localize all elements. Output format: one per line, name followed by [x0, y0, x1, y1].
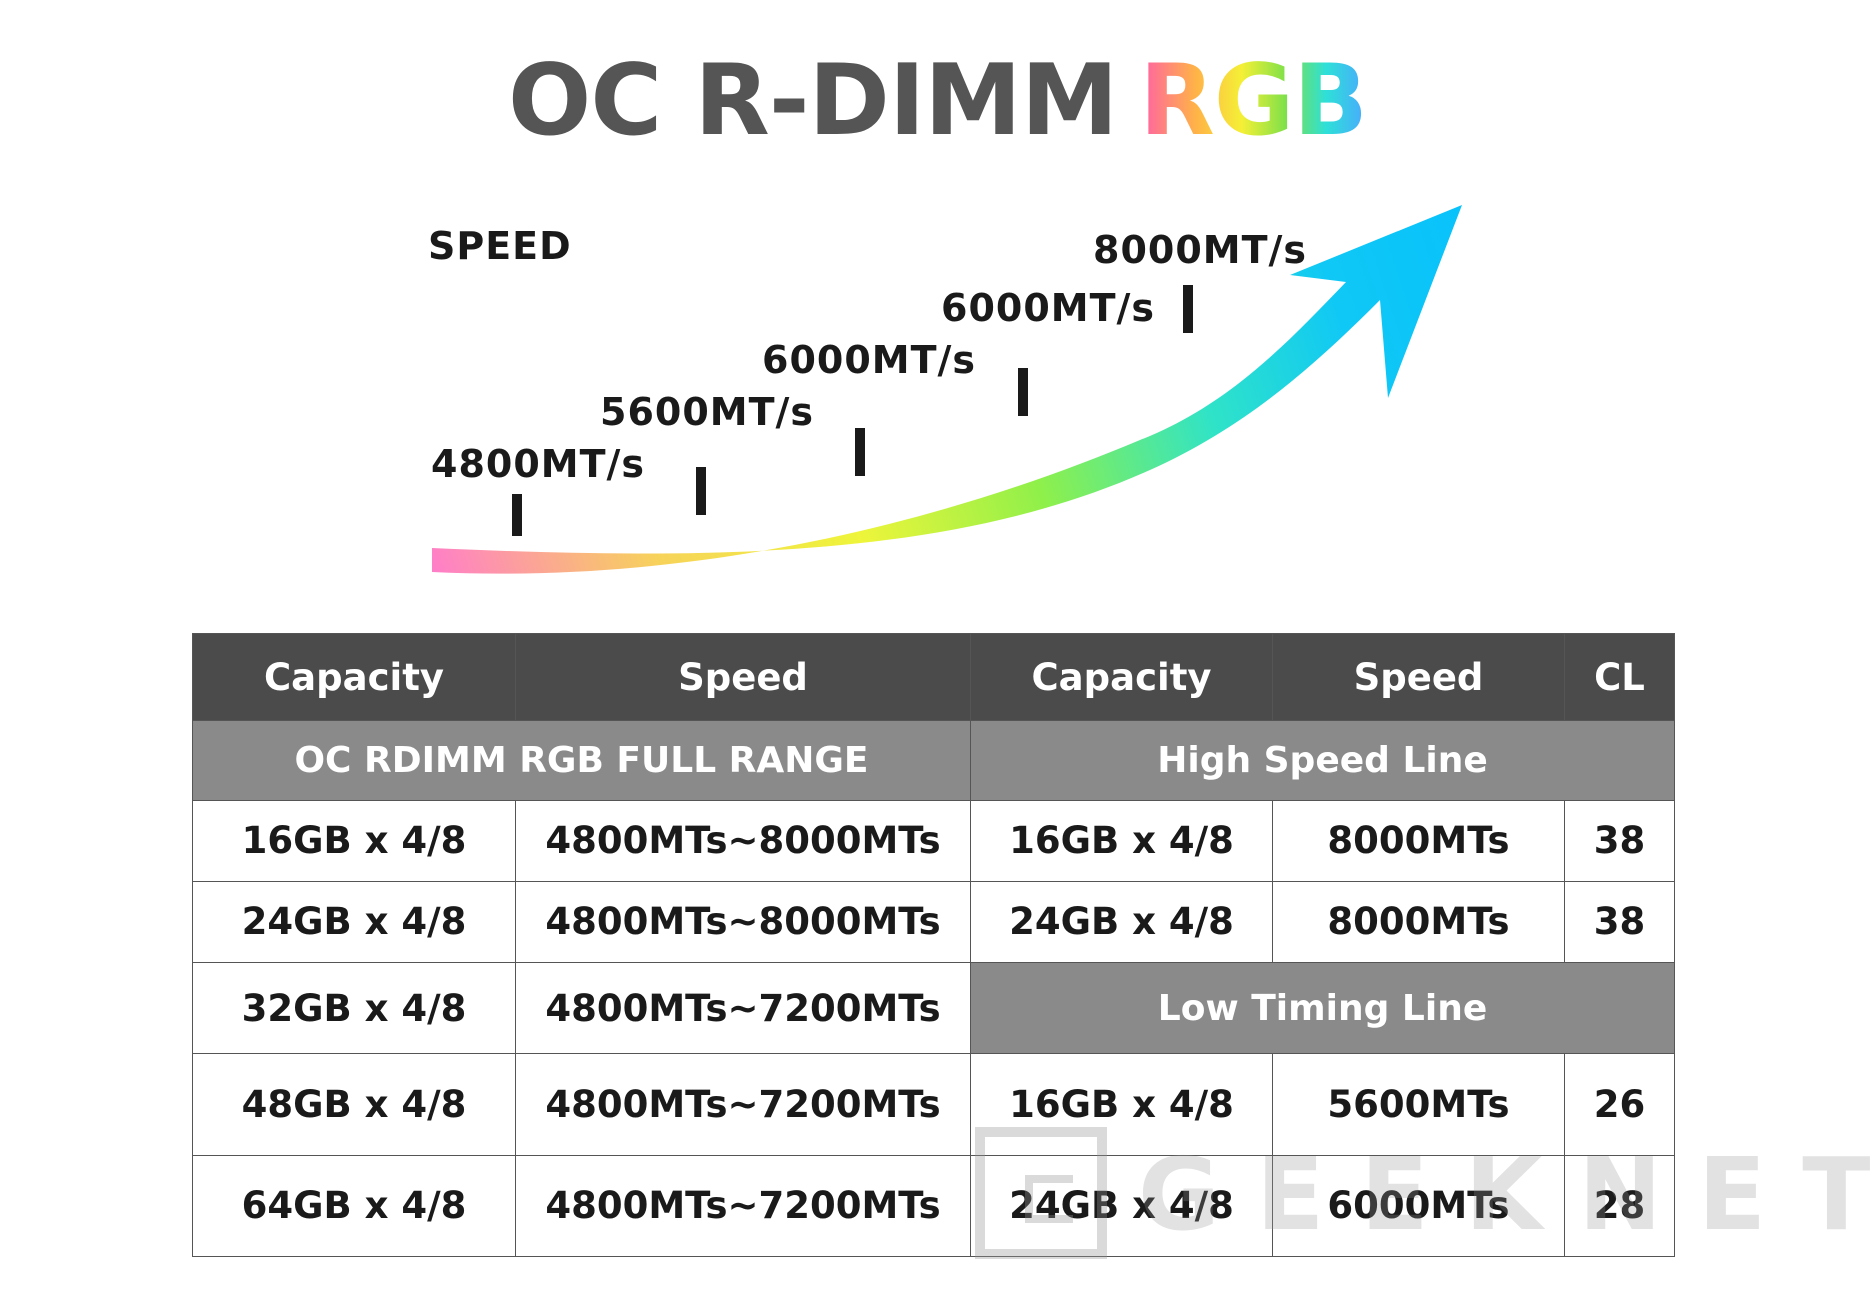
page-title: OC R-DIMM RGB	[0, 52, 1875, 150]
full-speed-cell: 4800MTs~8000MTs	[515, 880, 971, 964]
full-speed-cell: 4800MTs~7200MTs	[515, 1154, 971, 1258]
low-capacity-cell: 16GB x 4/8	[970, 1053, 1273, 1156]
speed-tier-3: 6000MT/s	[762, 338, 976, 382]
table-row: 16GB x 4/8 4800MTs~8000MTs 16GB x 4/8 80…	[192, 799, 1675, 882]
full-capacity-cell: 48GB x 4/8	[192, 1053, 516, 1156]
table-row: 64GB x 4/8 4800MTs~7200MTs 24GB x 4/8 60…	[192, 1154, 1675, 1258]
group-low-timing: Low Timing Line	[970, 962, 1675, 1055]
group-full-range: OC RDIMM RGB FULL RANGE	[192, 720, 971, 801]
speed-tier-5: 8000MT/s	[1093, 228, 1307, 272]
title-rgb-text: RGB	[1139, 44, 1368, 158]
high-capacity-cell: 16GB x 4/8	[970, 799, 1273, 882]
table-row: 48GB x 4/8 4800MTs~7200MTs 16GB x 4/8 56…	[192, 1053, 1675, 1156]
full-capacity-cell: 16GB x 4/8	[192, 799, 516, 882]
group-high-speed: High Speed Line	[970, 720, 1675, 801]
header-cl: CL	[1564, 632, 1675, 722]
table-row: 32GB x 4/8 4800MTs~7200MTs Low Timing Li…	[192, 962, 1675, 1055]
high-speed-cell: 8000MTs	[1272, 799, 1565, 882]
speed-tick-3	[855, 428, 865, 476]
high-cl-cell: 38	[1564, 880, 1675, 964]
low-capacity-cell: 24GB x 4/8	[970, 1154, 1273, 1258]
header-speed-1: Speed	[515, 632, 971, 722]
low-cl-cell: 28	[1564, 1154, 1675, 1258]
speed-tick-1	[512, 494, 522, 536]
full-capacity-cell: 32GB x 4/8	[192, 962, 516, 1055]
full-capacity-cell: 64GB x 4/8	[192, 1154, 516, 1258]
speed-arrow-graphic	[432, 205, 1462, 574]
speed-tier-2: 5600MT/s	[600, 390, 814, 434]
high-capacity-cell: 24GB x 4/8	[970, 880, 1273, 964]
full-capacity-cell: 24GB x 4/8	[192, 880, 516, 964]
high-speed-cell: 8000MTs	[1272, 880, 1565, 964]
low-speed-cell: 5600MTs	[1272, 1053, 1565, 1156]
full-speed-cell: 4800MTs~7200MTs	[515, 962, 971, 1055]
header-capacity-1: Capacity	[192, 632, 516, 722]
table-row: 24GB x 4/8 4800MTs~8000MTs 24GB x 4/8 80…	[192, 880, 1675, 964]
speed-tier-4: 6000MT/s	[941, 286, 1155, 330]
high-cl-cell: 38	[1564, 799, 1675, 882]
table-header-row: Capacity Speed Capacity Speed CL	[192, 632, 1675, 722]
speed-tick-4	[1018, 368, 1028, 416]
header-capacity-2: Capacity	[970, 632, 1273, 722]
low-speed-cell: 6000MTs	[1272, 1154, 1565, 1258]
table-group-row: OC RDIMM RGB FULL RANGE High Speed Line	[192, 720, 1675, 801]
speed-tier-1: 4800MT/s	[431, 442, 645, 486]
speed-label: SPEED	[428, 224, 572, 268]
full-speed-cell: 4800MTs~8000MTs	[515, 799, 971, 882]
spec-table: Capacity Speed Capacity Speed CL OC RDIM…	[192, 632, 1675, 1258]
title-main-text: OC R-DIMM	[508, 44, 1118, 158]
full-speed-cell: 4800MTs~7200MTs	[515, 1053, 971, 1156]
low-cl-cell: 26	[1564, 1053, 1675, 1156]
header-speed-2: Speed	[1272, 632, 1565, 722]
speed-tick-2	[696, 467, 706, 515]
speed-tick-5	[1183, 285, 1193, 333]
